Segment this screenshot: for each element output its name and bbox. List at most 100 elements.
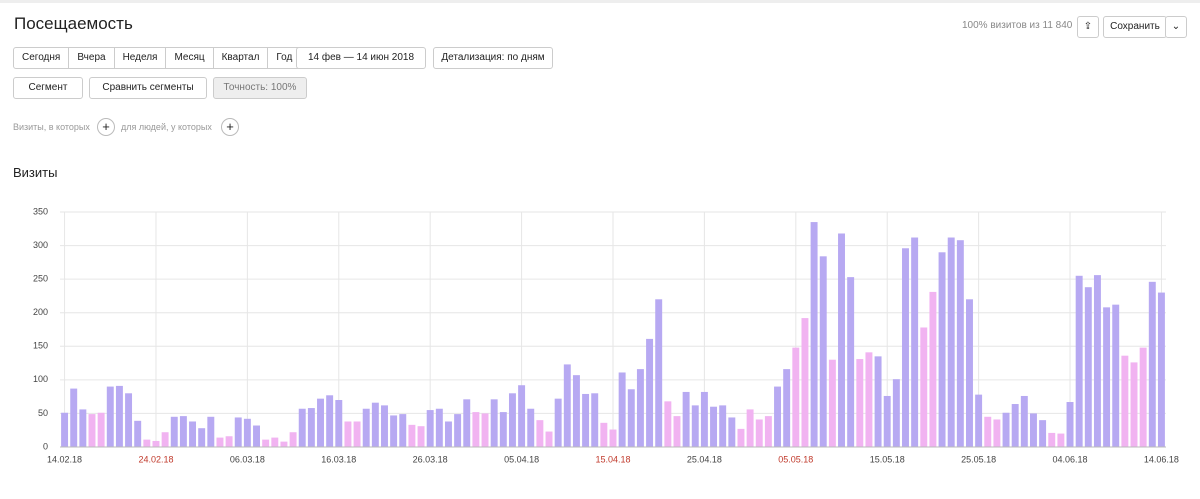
bar <box>792 347 800 447</box>
save-menu[interactable]: ⌄ <box>1165 16 1187 38</box>
period-button[interactable]: Вчера <box>69 48 115 68</box>
bar <box>70 388 78 447</box>
save-button[interactable]: Сохранить <box>1103 16 1167 38</box>
filter-visits: Визиты, в которых <box>13 122 90 132</box>
x-tick-label: 15.04.18 <box>595 454 630 464</box>
add-people-filter[interactable]: + <box>221 118 239 136</box>
bar <box>755 419 763 447</box>
bar <box>463 399 471 447</box>
bar <box>966 299 973 447</box>
bar <box>1148 281 1156 447</box>
x-tick-label: 26.03.18 <box>413 454 448 464</box>
bar <box>1020 395 1028 447</box>
bar <box>435 408 443 447</box>
bar <box>1048 432 1056 447</box>
bar <box>1103 307 1111 447</box>
y-tick-label: 0 <box>43 441 48 451</box>
export-button[interactable]: ⇪ <box>1077 16 1099 38</box>
bar <box>307 408 315 447</box>
bar <box>1139 347 1147 447</box>
y-tick-label: 350 <box>33 206 48 216</box>
bar <box>1057 433 1065 447</box>
bar <box>381 405 388 447</box>
y-tick-label: 200 <box>33 307 48 317</box>
bar <box>152 440 160 447</box>
detail-select[interactable]: Детализация: по дням <box>433 47 553 69</box>
bar <box>1130 362 1138 447</box>
x-tick-label: 04.06.18 <box>1053 454 1088 464</box>
bar <box>819 256 827 447</box>
period-group: Сегодня Вчера Неделя Месяц Квартал Год <box>13 47 302 69</box>
accuracy-select[interactable]: Точность: 100% <box>213 77 307 99</box>
bar <box>1039 420 1047 447</box>
bar <box>454 414 462 447</box>
bar <box>545 431 553 447</box>
bar <box>828 359 836 447</box>
bar <box>79 409 87 447</box>
bar <box>947 237 955 447</box>
bar <box>125 393 133 447</box>
bar <box>234 417 242 447</box>
bar <box>280 441 288 447</box>
bar <box>1157 292 1165 447</box>
bar <box>563 364 571 447</box>
bar <box>390 415 398 447</box>
x-tick-label: 15.05.18 <box>870 454 905 464</box>
bar <box>920 327 928 447</box>
add-visit-filter[interactable]: + <box>97 118 115 136</box>
bar <box>426 410 434 447</box>
bar <box>929 291 937 447</box>
bar <box>216 437 224 447</box>
bar <box>536 420 544 447</box>
bar <box>353 421 361 447</box>
bar <box>399 414 407 447</box>
bar <box>737 428 745 447</box>
period-button[interactable]: Квартал <box>214 48 269 68</box>
period-button[interactable]: Год <box>276 52 293 63</box>
bar <box>664 401 672 447</box>
bar <box>490 399 498 447</box>
x-tick-label: 06.03.18 <box>230 454 265 464</box>
bar <box>1029 413 1037 447</box>
bar <box>1112 304 1120 447</box>
x-tick-label: 24.02.18 <box>138 454 173 464</box>
compare-button[interactable]: Сравнить сегменты <box>89 77 207 99</box>
period-button[interactable]: Сегодня <box>14 48 70 68</box>
bar <box>774 386 782 447</box>
filter-people: для людей, у которых <box>121 122 212 132</box>
bar <box>554 398 562 447</box>
bar <box>591 393 599 447</box>
bar <box>371 402 379 447</box>
bar <box>801 318 809 447</box>
y-tick-label: 150 <box>33 341 48 351</box>
date-range[interactable]: 14 фев — 14 июн 2018 <box>296 47 426 69</box>
bar <box>655 299 663 447</box>
y-tick-label: 250 <box>33 274 48 284</box>
bar <box>673 416 681 447</box>
bar <box>847 277 855 447</box>
x-tick-label: 25.05.18 <box>961 454 996 464</box>
top-border <box>0 0 1200 3</box>
bar <box>728 417 736 447</box>
bar <box>518 385 526 447</box>
bar <box>179 416 187 447</box>
bar <box>1075 275 1083 447</box>
bar <box>838 233 845 447</box>
bar <box>874 356 882 447</box>
bar <box>746 409 754 447</box>
bar <box>253 425 260 447</box>
segment-button[interactable]: Сегмент <box>13 77 83 99</box>
bar <box>326 395 334 447</box>
bar <box>902 248 909 447</box>
bar <box>1066 402 1074 447</box>
period-button[interactable]: Неделя <box>115 48 167 68</box>
bar <box>408 424 416 447</box>
period-button[interactable]: Месяц <box>166 48 214 68</box>
bar <box>572 375 580 447</box>
bar <box>600 422 608 447</box>
bar <box>993 419 1001 447</box>
x-tick-label: 16.03.18 <box>321 454 356 464</box>
chart-title: Визиты <box>13 165 58 180</box>
y-tick-label: 50 <box>38 408 48 418</box>
bar <box>710 406 718 447</box>
